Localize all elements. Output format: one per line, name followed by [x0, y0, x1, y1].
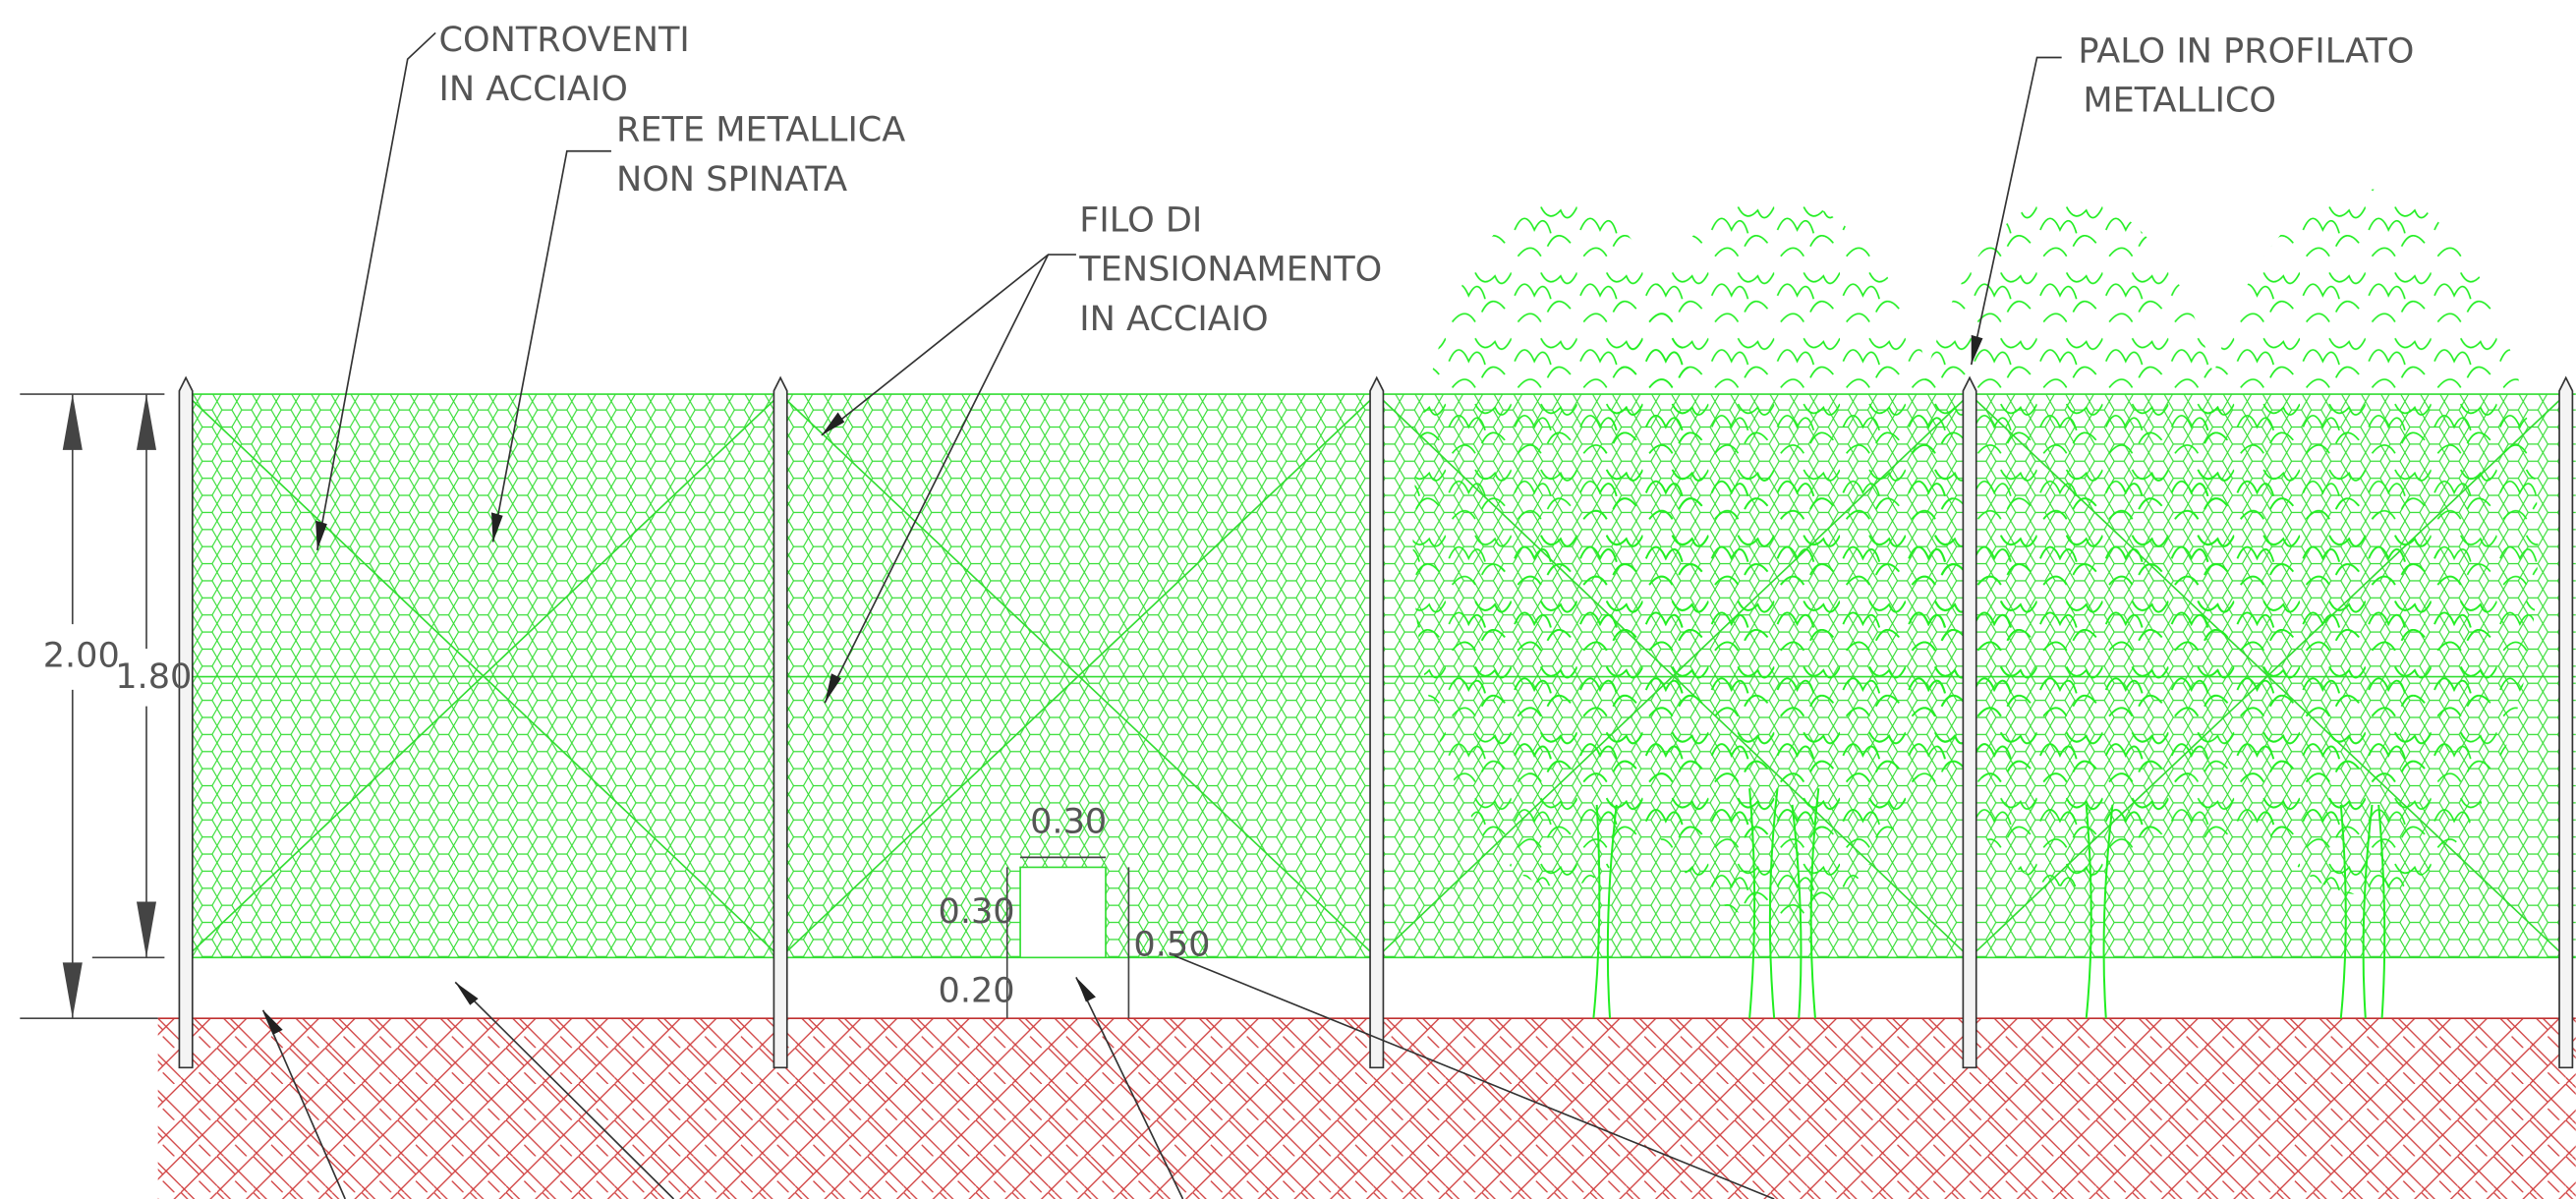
label-line: NON SPINATA: [616, 159, 847, 200]
opening: [1020, 867, 1106, 966]
dim-base: 0.20: [939, 970, 1015, 1010]
label-line: TENSIONAMENTO: [1078, 250, 1382, 290]
dim-2-00: 2.00: [43, 635, 120, 675]
label-line: RETE METALLICA: [616, 110, 905, 150]
leaders: [261, 31, 2062, 1199]
ground: [157, 1018, 2576, 1199]
dim-1-80: 1.80: [115, 657, 192, 697]
label-line: PALO IN PROFILATO: [2078, 30, 2414, 71]
opening-edge: [1019, 866, 1107, 958]
posts: [178, 375, 2574, 1069]
label-line: IN ACCIAIO: [1079, 299, 1268, 339]
dim-height: 0.30: [939, 891, 1015, 932]
dim-width: 0.30: [1030, 801, 1107, 841]
label-line: IN ACCIAIO: [438, 69, 627, 109]
trees: [1412, 189, 2539, 1019]
label-line: METALLICO: [2083, 81, 2276, 121]
label-line: CONTROVENTI: [438, 20, 689, 60]
dim-total: 0.50: [1133, 925, 1210, 965]
dimension-arrows: [62, 394, 157, 1019]
label-line: FILO DI: [1079, 200, 1202, 241]
